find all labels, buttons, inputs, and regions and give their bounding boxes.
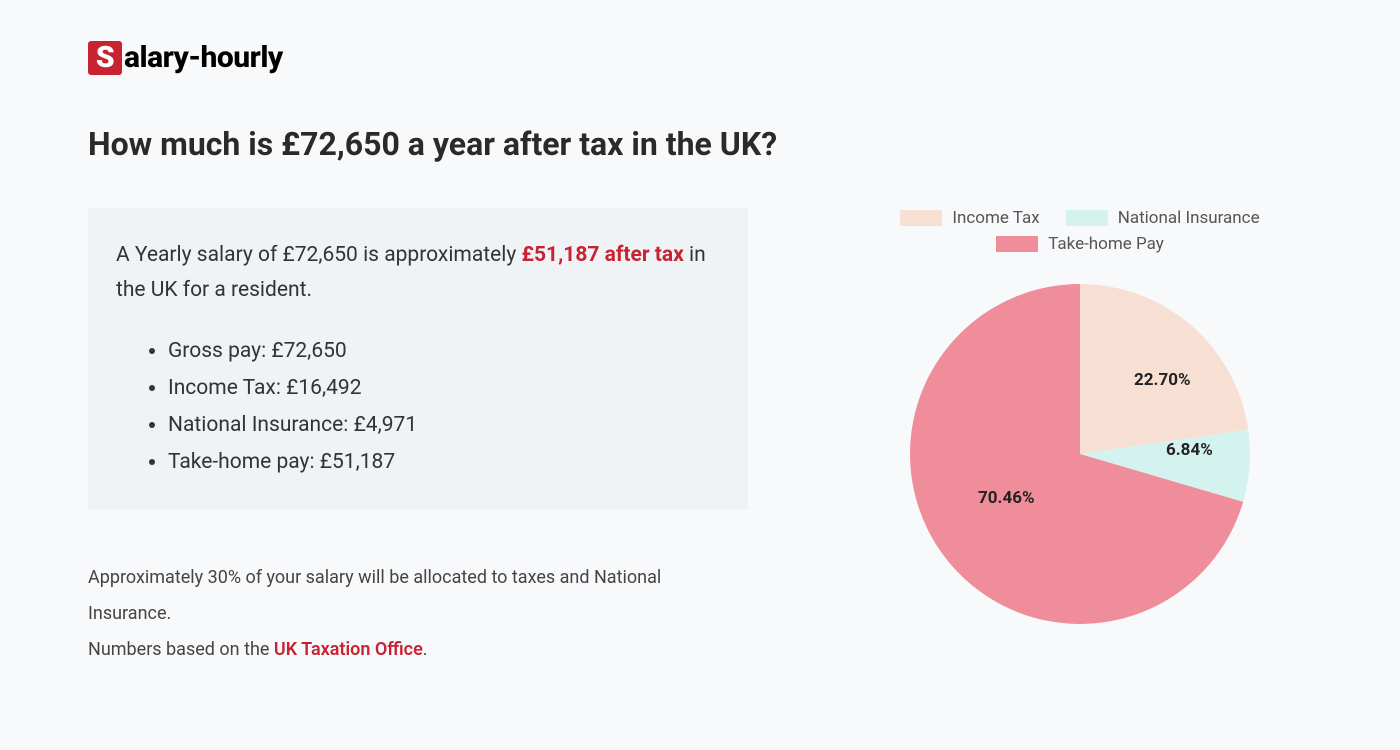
legend-label: Take-home Pay xyxy=(1048,234,1164,254)
summary-pre: A Yearly salary of £72,650 is approximat… xyxy=(116,243,522,267)
legend-label: Income Tax xyxy=(952,208,1039,228)
list-item: Income Tax: £16,492 xyxy=(168,370,720,407)
logo-text: alary-hourly xyxy=(124,40,283,75)
legend-swatch xyxy=(996,236,1038,252)
legend-label: National Insurance xyxy=(1118,208,1260,228)
chart-legend: Income Tax National Insurance Take-home … xyxy=(880,208,1280,254)
logo-badge: S xyxy=(88,41,122,75)
legend-item: National Insurance xyxy=(1066,208,1260,228)
content-row: A Yearly salary of £72,650 is approximat… xyxy=(88,208,1312,668)
footer-text: Approximately 30% of your salary will be… xyxy=(88,560,748,668)
footer-line2-pre: Numbers based on the xyxy=(88,639,274,660)
list-item: Gross pay: £72,650 xyxy=(168,333,720,370)
page-title: How much is £72,650 a year after tax in … xyxy=(88,125,1312,163)
left-column: A Yearly salary of £72,650 is approximat… xyxy=(88,208,748,668)
pie-chart: 22.70% 6.84% 70.46% xyxy=(890,264,1270,644)
slice-label: 6.84% xyxy=(1166,440,1213,460)
legend-swatch xyxy=(1066,210,1108,226)
footer-line1: Approximately 30% of your salary will be… xyxy=(88,567,661,624)
list-item: Take-home pay: £51,187 xyxy=(168,444,720,481)
taxation-office-link[interactable]: UK Taxation Office xyxy=(274,639,423,660)
site-logo: Salary-hourly xyxy=(88,40,1312,75)
summary-list: Gross pay: £72,650 Income Tax: £16,492 N… xyxy=(116,333,720,480)
list-item: National Insurance: £4,971 xyxy=(168,407,720,444)
right-column: Income Tax National Insurance Take-home … xyxy=(848,208,1312,668)
slice-label: 70.46% xyxy=(978,488,1035,508)
summary-box: A Yearly salary of £72,650 is approximat… xyxy=(88,208,748,510)
legend-item: Income Tax xyxy=(900,208,1039,228)
legend-item: Take-home Pay xyxy=(996,234,1164,254)
summary-sentence: A Yearly salary of £72,650 is approximat… xyxy=(116,238,720,307)
legend-swatch xyxy=(900,210,942,226)
summary-highlight: £51,187 after tax xyxy=(522,243,684,267)
slice-label: 22.70% xyxy=(1134,370,1191,390)
footer-line2-post: . xyxy=(423,639,428,660)
